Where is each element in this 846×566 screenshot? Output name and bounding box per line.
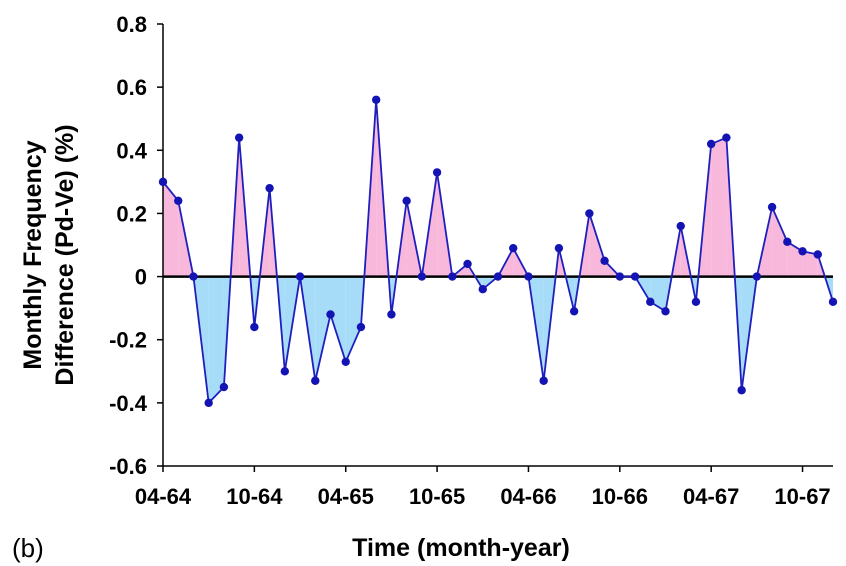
data-point xyxy=(600,256,609,265)
data-point xyxy=(448,272,457,281)
data-point xyxy=(752,272,762,281)
positive-area xyxy=(711,137,727,277)
negative-area xyxy=(315,276,331,381)
positive-area xyxy=(772,207,788,277)
data-point xyxy=(630,272,640,281)
data-point xyxy=(311,376,320,385)
x-tick-label: 10-64 xyxy=(226,484,283,509)
data-point xyxy=(280,367,290,376)
y-tick-label: 0.6 xyxy=(116,75,147,100)
x-tick-label: 10-65 xyxy=(409,484,465,509)
data-point xyxy=(158,177,168,187)
y-tick-label: -0.6 xyxy=(109,454,147,479)
data-point xyxy=(539,376,548,385)
data-point xyxy=(691,297,701,307)
data-point xyxy=(722,133,731,142)
data-point xyxy=(493,272,503,281)
x-tick-label: 10-66 xyxy=(592,484,648,509)
data-point xyxy=(326,310,335,319)
x-axis-title: Time (month-year) xyxy=(352,534,570,562)
data-point xyxy=(646,297,655,307)
data-point xyxy=(783,237,792,247)
y-tick-label: 0.4 xyxy=(116,138,147,163)
data-point xyxy=(463,259,472,269)
y-tick-label: -0.2 xyxy=(109,328,147,353)
y-tick-label: 0.8 xyxy=(116,12,147,37)
x-tick-label: 04-64 xyxy=(135,484,192,509)
data-point xyxy=(569,307,579,316)
data-point xyxy=(204,398,213,408)
data-point xyxy=(265,183,274,193)
data-point xyxy=(767,202,777,212)
positive-area xyxy=(163,181,179,277)
series-line-group xyxy=(162,99,834,405)
data-point xyxy=(478,285,487,294)
data-point xyxy=(676,221,685,231)
negative-area xyxy=(345,276,361,362)
y-tick-label: -0.4 xyxy=(109,391,148,416)
data-point xyxy=(295,272,305,281)
series-markers xyxy=(158,95,838,408)
data-point xyxy=(189,272,198,281)
y-axis-title-line-1: Monthly Frequency xyxy=(19,140,47,369)
data-point xyxy=(417,272,427,281)
negative-area xyxy=(208,276,224,403)
data-point xyxy=(706,139,716,149)
panel-label: (b) xyxy=(12,533,44,563)
series-line xyxy=(162,99,834,405)
data-point xyxy=(798,247,807,256)
data-point xyxy=(371,95,381,104)
y-axis-title-line-2: Difference (Pd-Ve) (%) xyxy=(51,124,79,385)
data-point xyxy=(341,357,350,367)
data-point xyxy=(356,322,366,332)
data-point xyxy=(509,243,518,253)
x-tick-label: 04-67 xyxy=(683,484,739,509)
data-point xyxy=(585,209,594,218)
data-point xyxy=(250,322,259,332)
data-point xyxy=(219,382,229,392)
positive-area xyxy=(802,251,818,277)
x-tick-label: 04-66 xyxy=(500,484,556,509)
data-point xyxy=(234,133,244,142)
negative-area xyxy=(330,276,346,362)
x-tick-label: 10-67 xyxy=(774,484,830,509)
data-point xyxy=(524,272,533,281)
data-point xyxy=(402,196,411,205)
data-point xyxy=(387,310,396,319)
axes xyxy=(162,24,833,467)
y-tick-label: 0 xyxy=(135,265,147,290)
x-axis-ticks: 04-64 10-64 04-65 10-65 04-66 10-66 04-67 10-67 xyxy=(135,466,831,509)
x-tick-label: 04-65 xyxy=(318,484,374,509)
data-point xyxy=(615,272,625,281)
data-point xyxy=(661,307,670,316)
y-tick-label: 0.2 xyxy=(116,201,147,226)
data-point xyxy=(432,168,442,177)
data-point xyxy=(174,196,183,205)
data-point xyxy=(813,250,822,259)
data-point xyxy=(554,243,564,253)
y-axis-ticks: -0.6 -0.4 -0.2 0 0.2 0.4 0.6 0.8 xyxy=(109,12,163,479)
data-point xyxy=(828,297,838,307)
data-point xyxy=(737,386,746,395)
